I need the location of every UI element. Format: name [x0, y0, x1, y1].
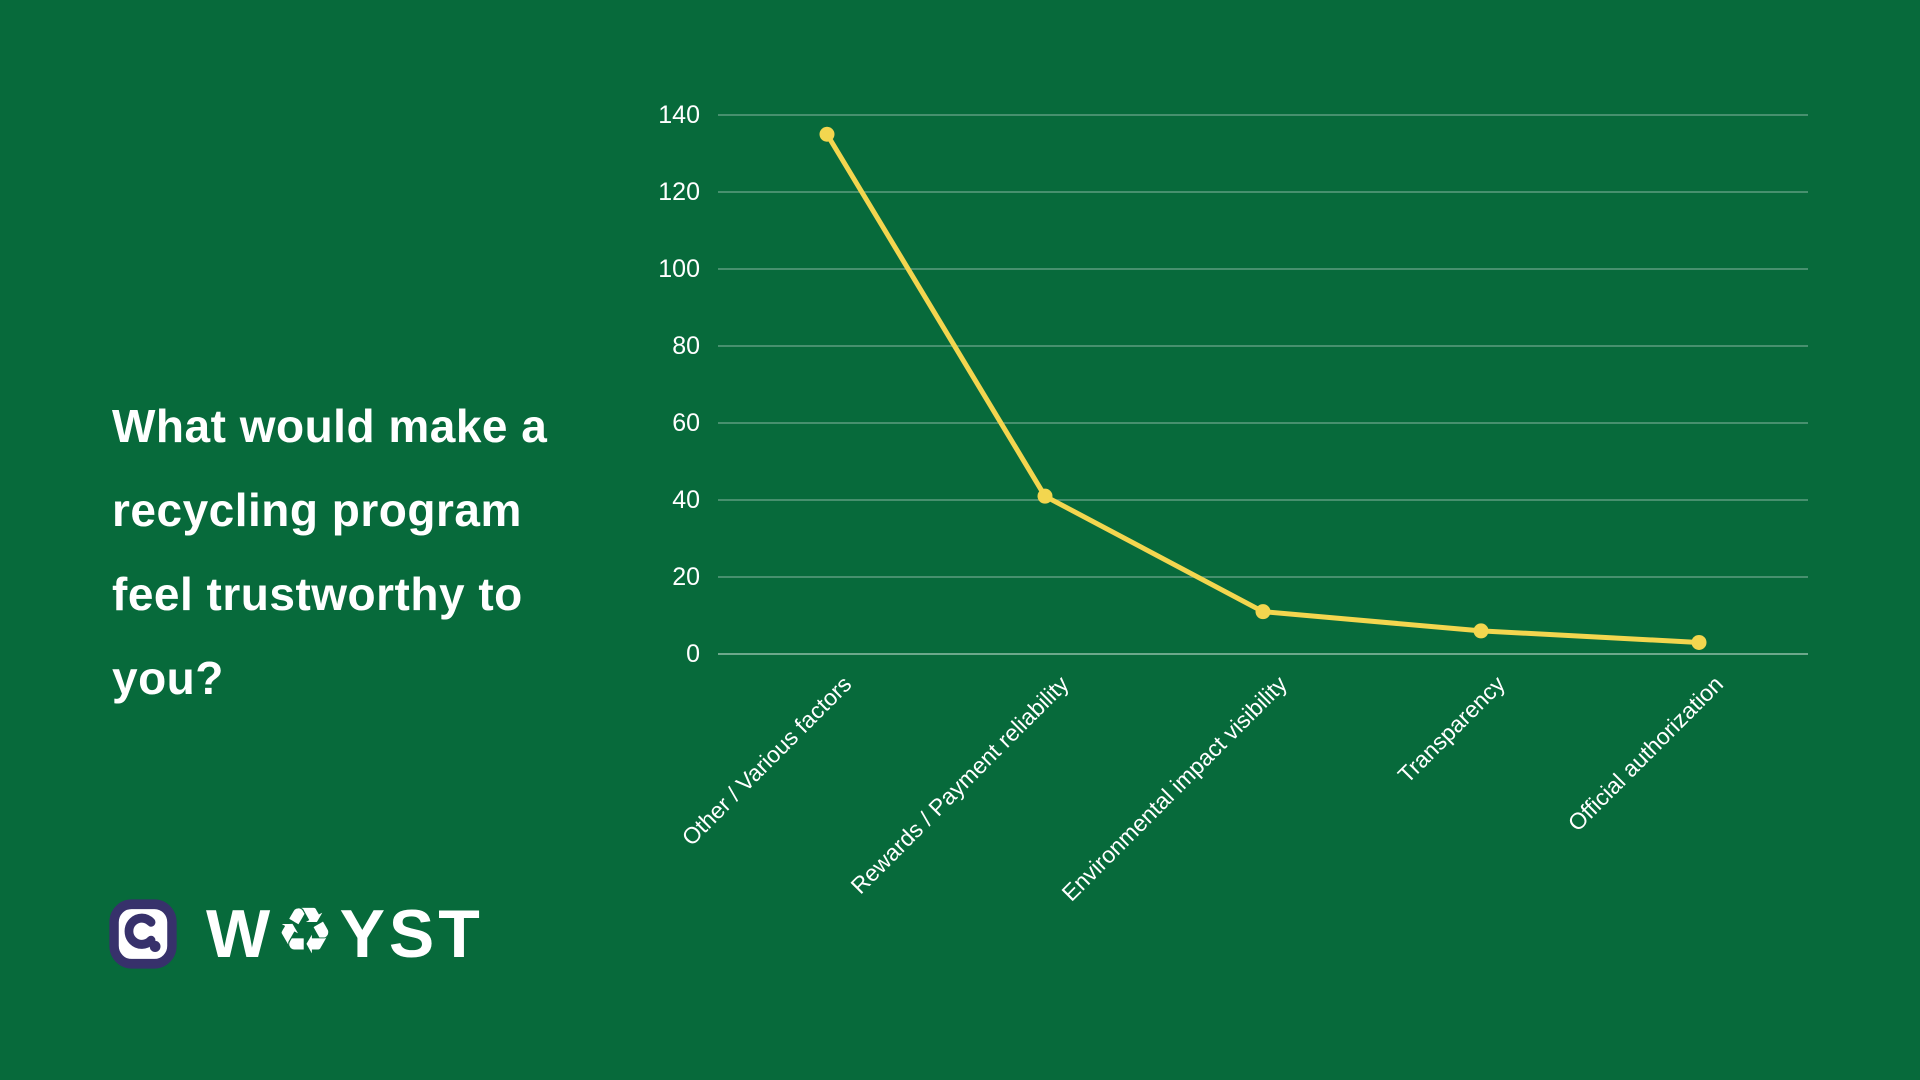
data-point: [1037, 488, 1053, 504]
y-tick-label: 100: [658, 255, 700, 283]
question-line: feel trustworthy to: [112, 568, 523, 620]
question-line: recycling program: [112, 484, 522, 536]
y-tick-label: 120: [658, 178, 700, 206]
question-line: What would make a: [112, 400, 548, 452]
data-point: [1473, 623, 1489, 639]
caplena-c-icon: [109, 899, 177, 969]
y-tick-label: 20: [672, 563, 700, 591]
y-tick-label: 140: [658, 101, 700, 129]
data-line: [824, 131, 1702, 645]
wordmark-prefix: W: [206, 896, 275, 972]
wayst-logo: W ♻ YST: [108, 895, 484, 972]
data-point: [819, 126, 835, 142]
data-point: [1691, 634, 1707, 650]
y-tick-label: 60: [672, 409, 700, 437]
question-line: you?: [112, 652, 224, 704]
wordmark: W ♻ YST: [206, 895, 484, 972]
wordmark-suffix: YST: [339, 896, 484, 972]
data-point: [1255, 604, 1271, 620]
y-tick-label: 40: [672, 486, 700, 514]
recycle-icon: ♻: [276, 895, 338, 969]
y-tick-label: 80: [672, 332, 700, 360]
survey-question: What would make a recycling program feel…: [112, 384, 552, 720]
y-tick-label: 0: [686, 640, 700, 668]
